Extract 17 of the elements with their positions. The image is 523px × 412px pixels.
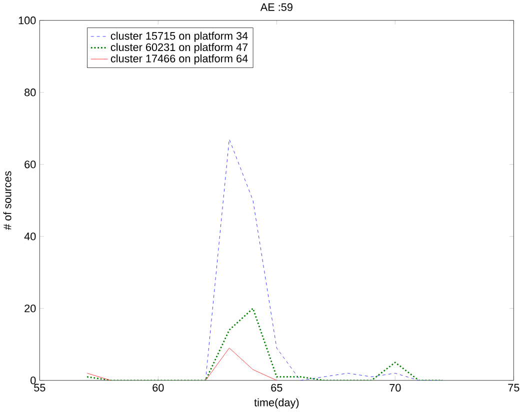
y-tick-label: 80 <box>24 88 36 96</box>
y-tick-label: 60 <box>24 160 36 168</box>
legend-label: cluster 17466 on platform 64 <box>110 54 248 65</box>
y-tick-label: 0 <box>30 376 36 384</box>
legend-label: cluster 15715 on platform 34 <box>110 32 248 42</box>
y-axis-title: # of sources <box>3 171 12 230</box>
y-tick-label: 20 <box>24 304 36 312</box>
chart-title: AE :59 <box>260 3 292 12</box>
x-tick-label: 65 <box>271 384 282 392</box>
y-tick-label: 100 <box>18 16 36 24</box>
x-tick-label: 55 <box>34 384 46 392</box>
x-tick-label: 70 <box>390 384 401 392</box>
y-tick-label: 40 <box>24 232 36 240</box>
legend-label: cluster 60231 on platform 47 <box>110 43 248 54</box>
x-tick-label: 75 <box>508 384 520 392</box>
x-axis-title: time(day) <box>254 398 299 409</box>
x-tick-label: 60 <box>152 384 164 392</box>
